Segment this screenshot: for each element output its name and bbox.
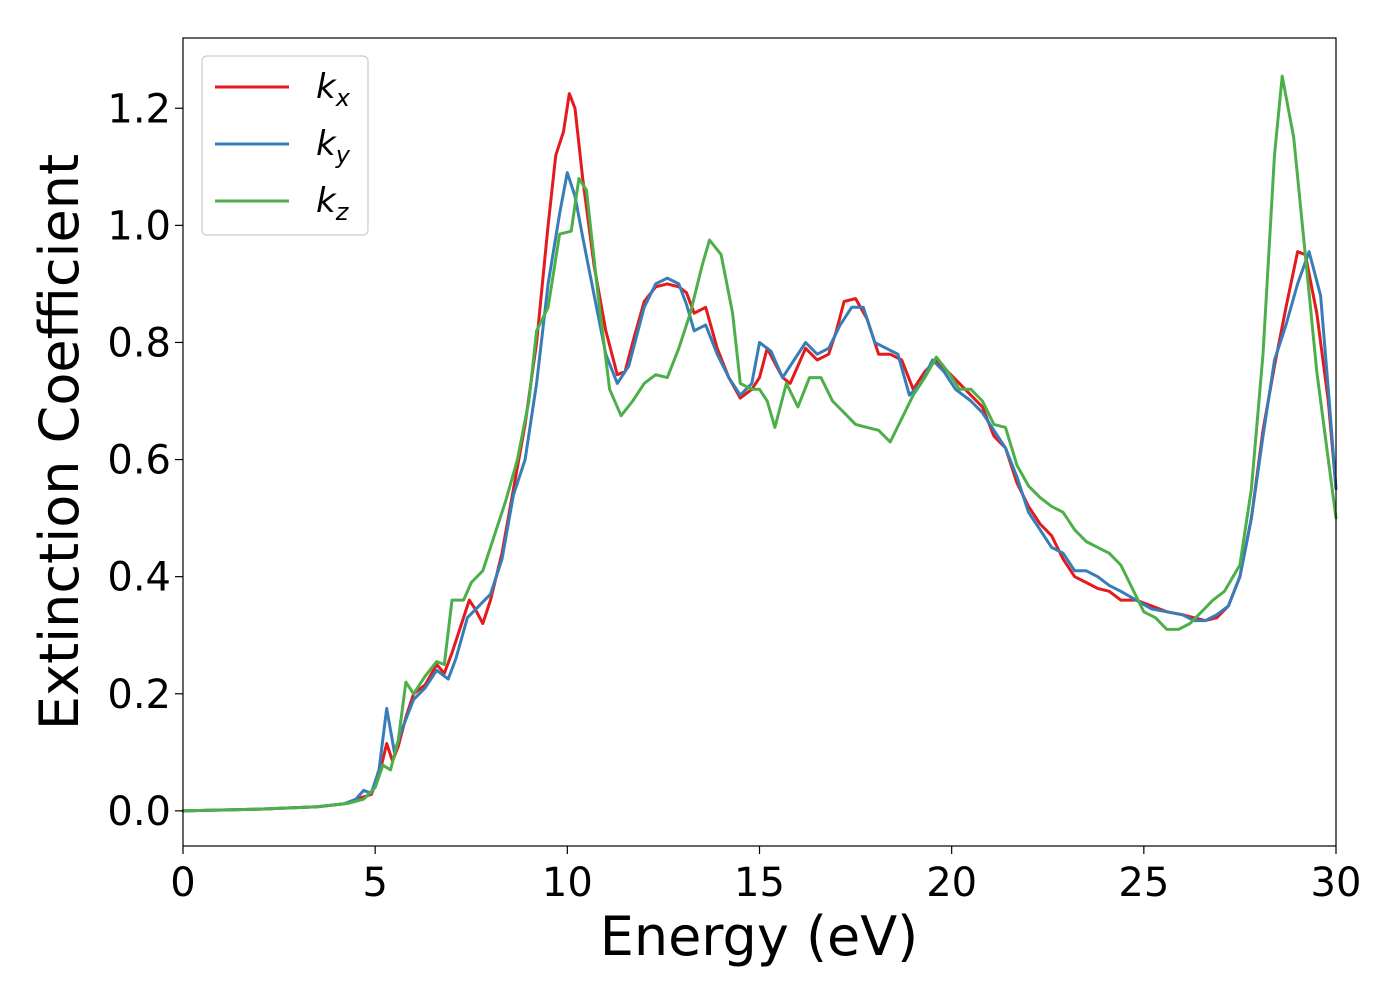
y-axis-ticks: 0.0 0.2 0.4 0.6 0.8 1.0 1.2: [107, 86, 183, 835]
x-tick-label: 0: [170, 860, 195, 906]
y-tick-label: 0.8: [107, 320, 171, 366]
x-tick-label: 30: [1311, 860, 1362, 906]
legend: kx ky kz: [201, 55, 369, 236]
x-tick-label: 20: [926, 860, 977, 906]
legend-label-kx: kx: [316, 67, 351, 112]
series-layer: [181, 74, 1338, 813]
x-axis-ticks: 0 5 10 15 20 25 30: [170, 846, 1361, 906]
x-axis-title: Energy (eV): [600, 905, 919, 968]
x-tick-label: 5: [362, 860, 387, 906]
series-line-ky: [181, 171, 1338, 813]
series-line-kz: [181, 74, 1338, 813]
y-axis-title: Extinction Coefficient: [28, 154, 91, 730]
y-tick-label: 0.6: [107, 438, 171, 484]
x-tick-label: 25: [1118, 860, 1169, 906]
legend-label-ky: ky: [316, 124, 351, 169]
plot-area: [183, 38, 1336, 846]
y-tick-label: 0.0: [107, 789, 171, 835]
x-tick-label: 10: [542, 860, 593, 906]
y-tick-label: 1.2: [107, 86, 171, 132]
legend-label-kz: kz: [316, 181, 350, 226]
x-tick-label: 15: [734, 860, 785, 906]
y-tick-label: 0.2: [107, 672, 171, 718]
y-tick-label: 1.0: [107, 203, 171, 249]
y-tick-label: 0.4: [107, 555, 171, 601]
